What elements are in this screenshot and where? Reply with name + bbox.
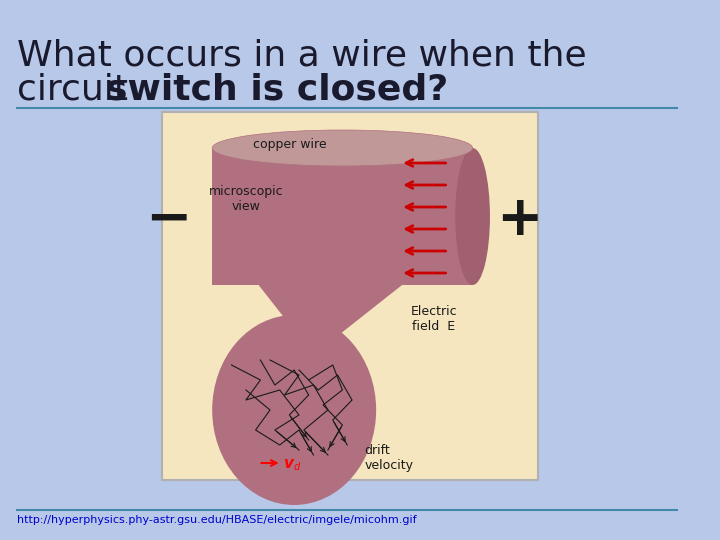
Text: +: + xyxy=(495,193,542,247)
Ellipse shape xyxy=(212,315,376,505)
FancyBboxPatch shape xyxy=(162,112,538,480)
Text: switch is closed?: switch is closed? xyxy=(106,72,449,106)
Text: microscopic
view: microscopic view xyxy=(209,185,283,213)
FancyBboxPatch shape xyxy=(212,148,472,285)
Polygon shape xyxy=(251,275,415,355)
Ellipse shape xyxy=(455,148,490,285)
Text: −: − xyxy=(145,193,192,247)
Text: circuit: circuit xyxy=(17,72,140,106)
Text: v: v xyxy=(282,456,292,470)
Text: drift
velocity: drift velocity xyxy=(364,444,413,472)
Text: Electric
field  E: Electric field E xyxy=(410,305,457,333)
Text: What occurs in a wire when the: What occurs in a wire when the xyxy=(17,38,587,72)
Text: copper wire: copper wire xyxy=(253,138,326,151)
Ellipse shape xyxy=(212,130,472,166)
Text: d: d xyxy=(293,462,300,472)
Text: http://hyperphysics.phy-astr.gsu.edu/HBASE/electric/imgele/micohm.gif: http://hyperphysics.phy-astr.gsu.edu/HBA… xyxy=(17,515,417,525)
